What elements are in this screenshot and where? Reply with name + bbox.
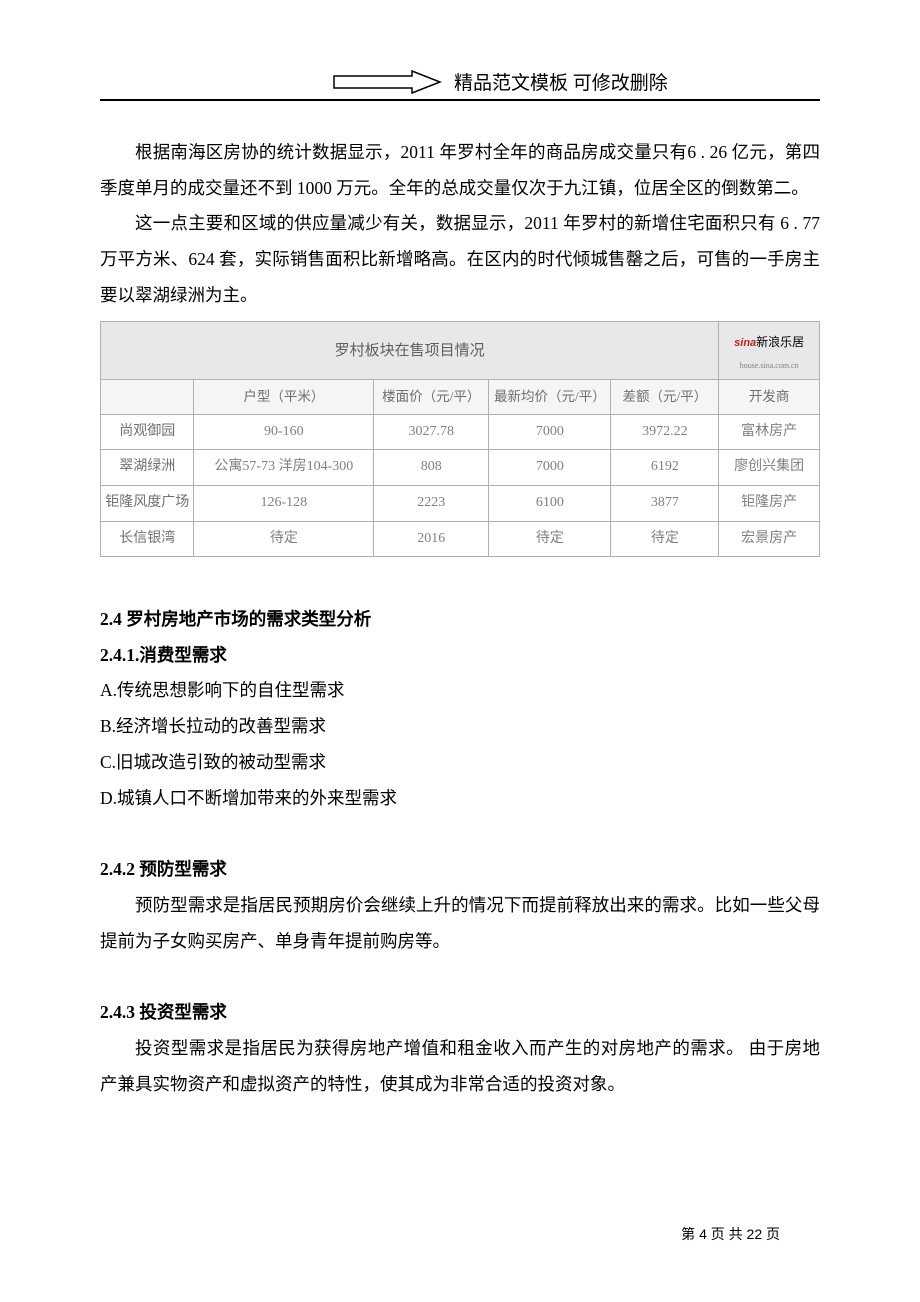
section-2-4-2-text: 预防型需求是指居民预期房价会继续上升的情况下而提前释放出来的需求。比如一些父母提… — [100, 888, 820, 959]
table-row: 尚观御园 90-160 3027.78 7000 3972.22 富林房产 — [101, 414, 820, 450]
cell: 2016 — [374, 521, 489, 557]
cell: 90-160 — [194, 414, 374, 450]
projects-table-container: 罗村板块在售项目情况 sina新浪乐居 house.sina.com.cn 户型… — [100, 321, 820, 557]
list-item-b: B.经济增长拉动的改善型需求 — [100, 709, 820, 745]
cell: 翠湖绿洲 — [101, 450, 194, 486]
cell: 7000 — [489, 450, 611, 486]
col-header-3: 最新均价（元/平） — [489, 380, 611, 415]
footer-mid: 页 共 — [707, 1226, 747, 1242]
cell: 126-128 — [194, 485, 374, 521]
spacer — [100, 816, 820, 852]
section-2-4-3-heading: 2.4.3 投资型需求 — [100, 995, 820, 1031]
cell: 2223 — [374, 485, 489, 521]
table-logo-cell: sina新浪乐居 house.sina.com.cn — [719, 322, 820, 380]
col-header-2: 楼面价（元/平） — [374, 380, 489, 415]
header-title: 精品范文模板 可修改删除 — [454, 68, 668, 95]
cell: 3027.78 — [374, 414, 489, 450]
table-header-row: 户型（平米） 楼面价（元/平） 最新均价（元/平） 差额（元/平） 开发商 — [101, 380, 820, 415]
table-title: 罗村板块在售项目情况 — [101, 322, 719, 380]
cell: 808 — [374, 450, 489, 486]
table-row: 钜隆风度广场 126-128 2223 6100 3877 钜隆房产 — [101, 485, 820, 521]
sina-logo-url: house.sina.com.cn — [724, 358, 814, 374]
col-header-0 — [101, 380, 194, 415]
paragraph-1: 根据南海区房协的统计数据显示，2011 年罗村全年的商品房成交量只有6 . 26… — [100, 135, 820, 206]
cell: 7000 — [489, 414, 611, 450]
cell: 待定 — [611, 521, 719, 557]
cell: 宏景房产 — [719, 521, 820, 557]
footer-pre: 第 — [681, 1226, 699, 1242]
table-row: 翠湖绿洲 公寓57-73 洋房104-300 808 7000 6192 廖创兴… — [101, 450, 820, 486]
sina-logo-icon: sina新浪乐居 — [734, 337, 804, 349]
list-item-a: A.传统思想影响下的自住型需求 — [100, 673, 820, 709]
page-footer: 第 4 页 共 22 页 — [681, 1224, 780, 1244]
cell: 钜隆风度广场 — [101, 485, 194, 521]
col-header-5: 开发商 — [719, 380, 820, 415]
section-2-4-heading: 2.4 罗村房地产市场的需求类型分析 — [100, 602, 820, 638]
footer-total-pages: 22 — [747, 1226, 763, 1242]
footer-current-page: 4 — [699, 1226, 707, 1242]
section-2-4-2-heading: 2.4.2 预防型需求 — [100, 852, 820, 888]
cell: 待定 — [489, 521, 611, 557]
cell: 6192 — [611, 450, 719, 486]
document-content: 根据南海区房协的统计数据显示，2011 年罗村全年的商品房成交量只有6 . 26… — [100, 135, 820, 1102]
cell: 长信银湾 — [101, 521, 194, 557]
cell: 富林房产 — [719, 414, 820, 450]
cell: 6100 — [489, 485, 611, 521]
paragraph-2: 这一点主要和区域的供应量减少有关，数据显示，2011 年罗村的新增住宅面积只有 … — [100, 206, 820, 313]
list-item-c: C.旧城改造引致的被动型需求 — [100, 745, 820, 781]
cell: 尚观御园 — [101, 414, 194, 450]
footer-post: 页 — [762, 1226, 780, 1242]
cell: 3972.22 — [611, 414, 719, 450]
header-divider — [100, 99, 820, 101]
cell: 待定 — [194, 521, 374, 557]
table-row: 长信银湾 待定 2016 待定 待定 宏景房产 — [101, 521, 820, 557]
cell: 3877 — [611, 485, 719, 521]
col-header-1: 户型（平米） — [194, 380, 374, 415]
cell: 廖创兴集团 — [719, 450, 820, 486]
section-2-4-1-heading: 2.4.1.消费型需求 — [100, 638, 820, 674]
cell: 公寓57-73 洋房104-300 — [194, 450, 374, 486]
projects-table: 罗村板块在售项目情况 sina新浪乐居 house.sina.com.cn 户型… — [100, 321, 820, 557]
section-2-4-3-text: 投资型需求是指居民为获得房地产增值和租金收入而产生的对房地产的需求。 由于房地产… — [100, 1031, 820, 1102]
spacer — [100, 959, 820, 995]
list-item-d: D.城镇人口不断增加带来的外来型需求 — [100, 781, 820, 817]
cell: 钜隆房产 — [719, 485, 820, 521]
table-title-row: 罗村板块在售项目情况 sina新浪乐居 house.sina.com.cn — [101, 322, 820, 380]
header-arrow-icon — [332, 70, 442, 94]
col-header-4: 差额（元/平） — [611, 380, 719, 415]
